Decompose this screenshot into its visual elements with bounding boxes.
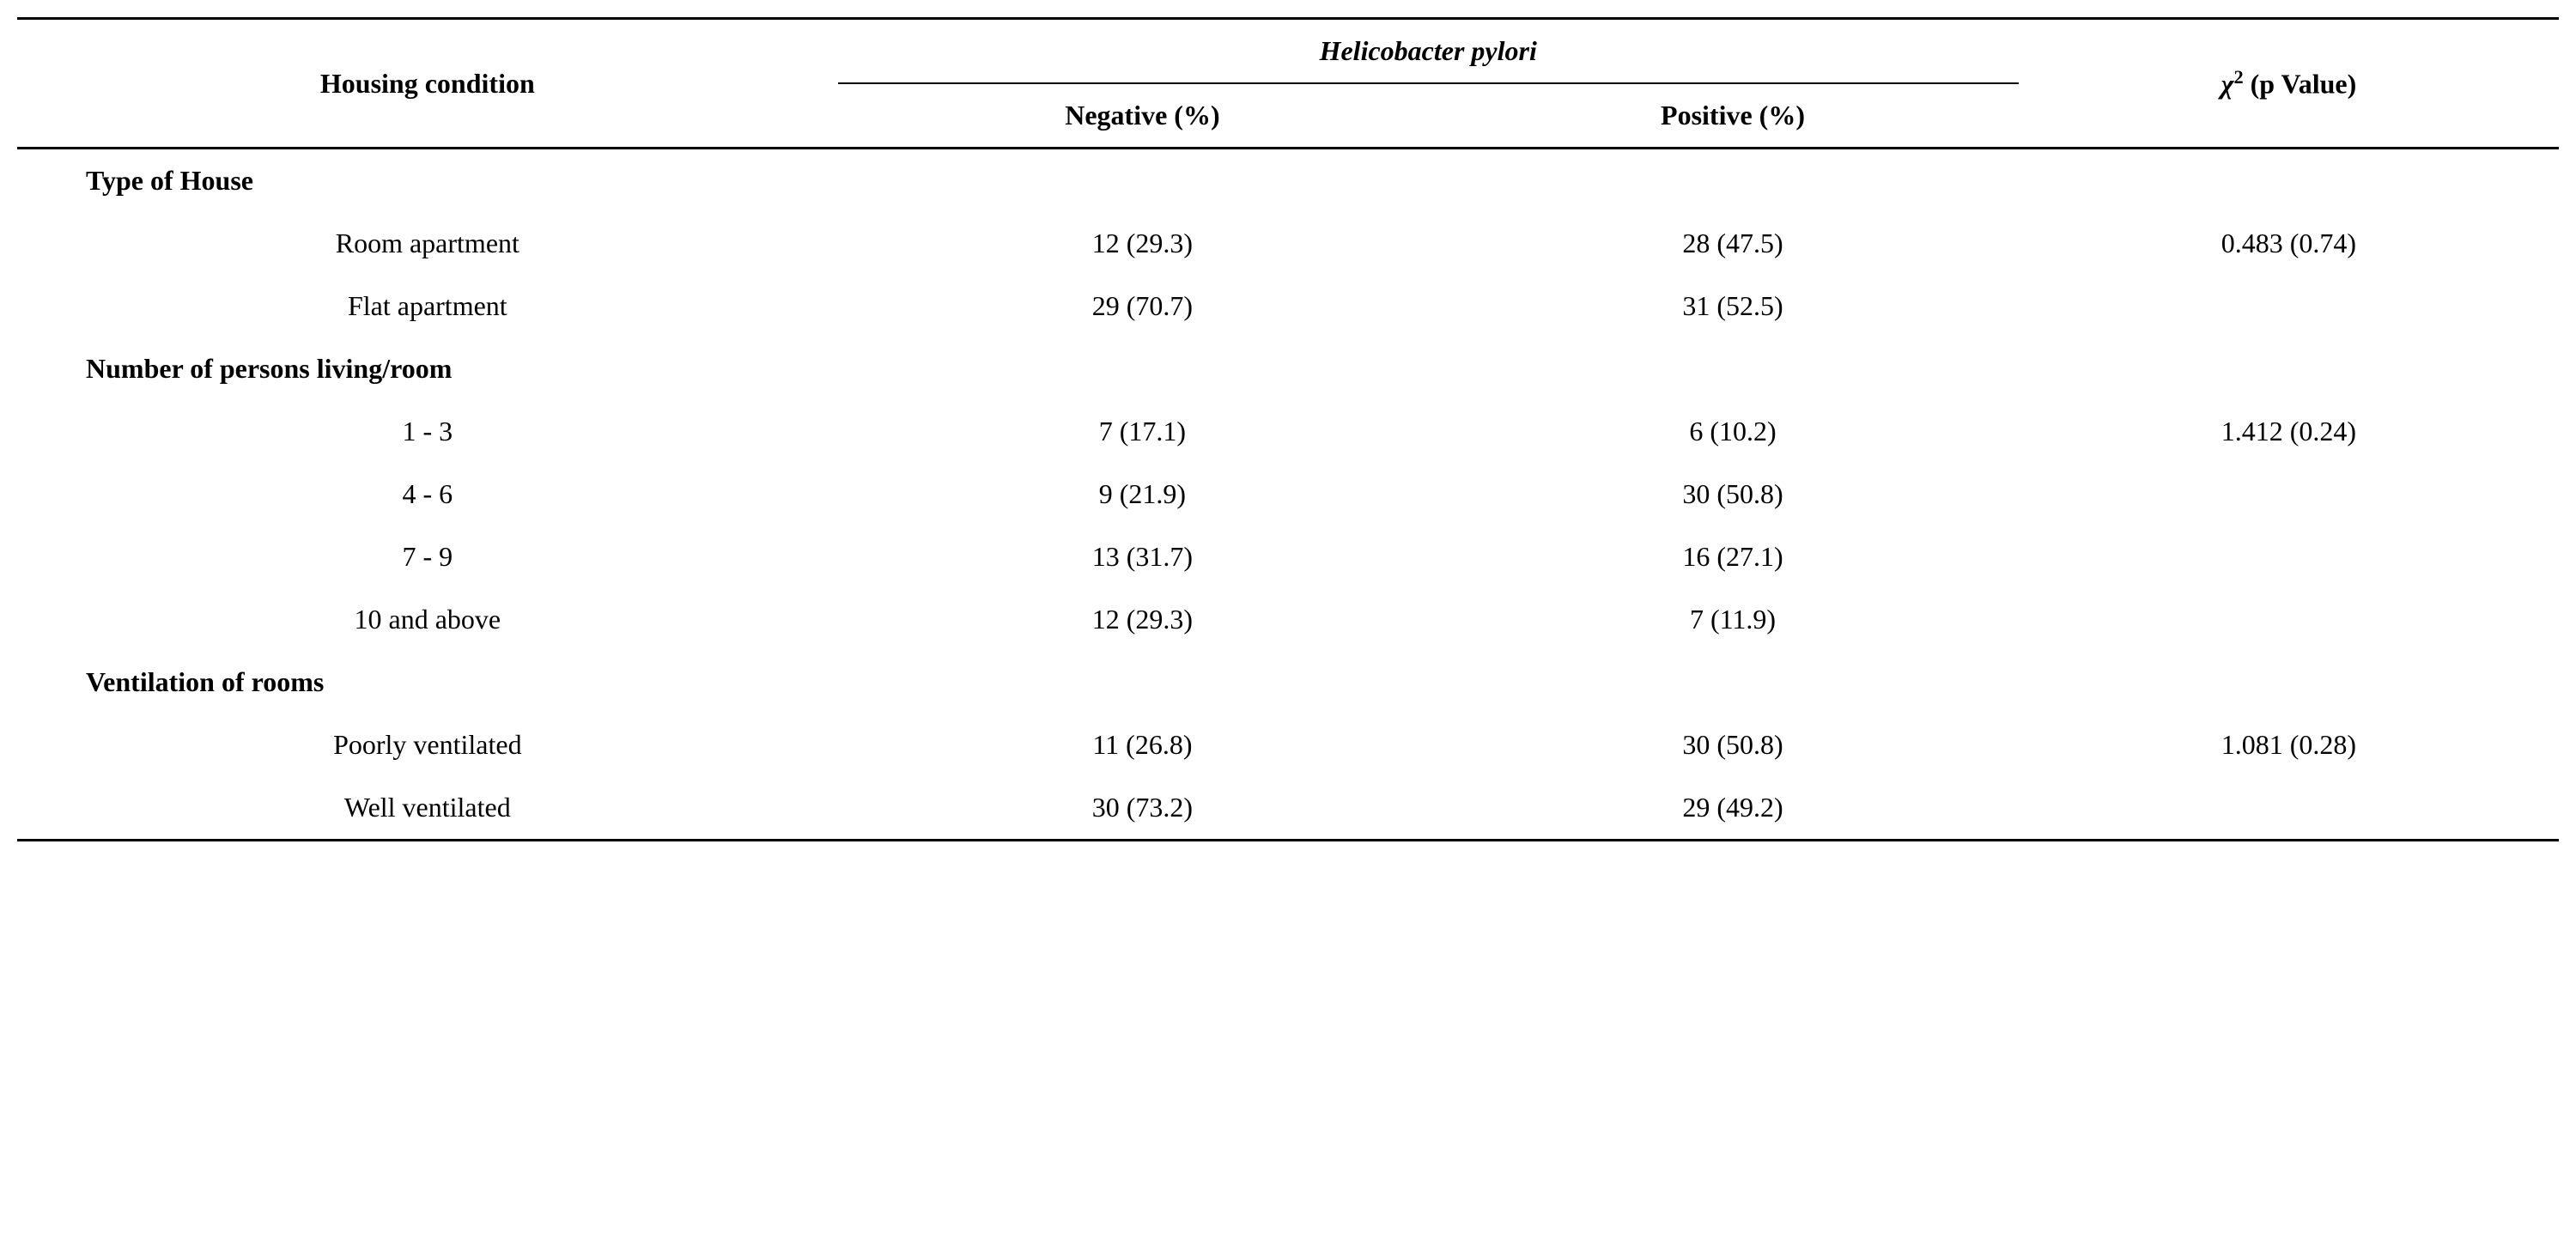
row-label: Room apartment <box>17 212 838 275</box>
section-title: Number of persons living/room <box>17 337 2559 400</box>
cell-chi: 0.483 (0.74) <box>2019 212 2559 275</box>
cell-chi: 1.081 (0.28) <box>2019 714 2559 776</box>
section-header-row: Ventilation of rooms <box>17 651 2559 714</box>
cell-negative: 13 (31.7) <box>838 525 1448 588</box>
cell-chi: 1.412 (0.24) <box>2019 400 2559 463</box>
table-row: 1 - 37 (17.1)6 (10.2)1.412 (0.24) <box>17 400 2559 463</box>
cell-chi <box>2019 463 2559 525</box>
cell-negative: 7 (17.1) <box>838 400 1448 463</box>
row-label: Well ventilated <box>17 776 838 841</box>
col-header-housing: Housing condition <box>17 19 838 149</box>
cell-negative: 9 (21.9) <box>838 463 1448 525</box>
col-header-span: Helicobacter pylori <box>838 19 2019 84</box>
header-row-1: Housing condition Helicobacter pylori χ2… <box>17 19 2559 84</box>
row-label: 7 - 9 <box>17 525 838 588</box>
cell-negative: 11 (26.8) <box>838 714 1448 776</box>
cell-chi <box>2019 776 2559 841</box>
table-row: Room apartment12 (29.3)28 (47.5)0.483 (0… <box>17 212 2559 275</box>
section-title: Type of House <box>17 149 2559 213</box>
row-label: Flat apartment <box>17 275 838 337</box>
section-header-row: Type of House <box>17 149 2559 213</box>
table-row: 10 and above12 (29.3)7 (11.9) <box>17 588 2559 651</box>
cell-positive: 31 (52.5) <box>1447 275 2019 337</box>
col-header-chi: χ2 (p Value) <box>2019 19 2559 149</box>
table-row: Well ventilated30 (73.2)29 (49.2) <box>17 776 2559 841</box>
table-row: Poorly ventilated11 (26.8)30 (50.8)1.081… <box>17 714 2559 776</box>
cell-negative: 29 (70.7) <box>838 275 1448 337</box>
cell-positive: 29 (49.2) <box>1447 776 2019 841</box>
table-row: Flat apartment29 (70.7)31 (52.5) <box>17 275 2559 337</box>
cell-chi <box>2019 588 2559 651</box>
section-title: Ventilation of rooms <box>17 651 2559 714</box>
cell-positive: 30 (50.8) <box>1447 463 2019 525</box>
cell-positive: 6 (10.2) <box>1447 400 2019 463</box>
row-label: 10 and above <box>17 588 838 651</box>
chi-suffix: (p Value) <box>2244 69 2357 100</box>
cell-negative: 30 (73.2) <box>838 776 1448 841</box>
table-body: Type of HouseRoom apartment12 (29.3)28 (… <box>17 149 2559 841</box>
cell-negative: 12 (29.3) <box>838 212 1448 275</box>
row-label: 1 - 3 <box>17 400 838 463</box>
chi-sup: 2 <box>2233 66 2243 88</box>
cell-negative: 12 (29.3) <box>838 588 1448 651</box>
col-header-negative: Negative (%) <box>838 83 1448 149</box>
cell-positive: 28 (47.5) <box>1447 212 2019 275</box>
cell-positive: 16 (27.1) <box>1447 525 2019 588</box>
cell-chi <box>2019 525 2559 588</box>
row-label: Poorly ventilated <box>17 714 838 776</box>
row-label: 4 - 6 <box>17 463 838 525</box>
cell-positive: 7 (11.9) <box>1447 588 2019 651</box>
cell-positive: 30 (50.8) <box>1447 714 2019 776</box>
section-header-row: Number of persons living/room <box>17 337 2559 400</box>
col-header-positive: Positive (%) <box>1447 83 2019 149</box>
table-header: Housing condition Helicobacter pylori χ2… <box>17 19 2559 149</box>
table-row: 7 - 913 (31.7)16 (27.1) <box>17 525 2559 588</box>
cell-chi <box>2019 275 2559 337</box>
statistics-table: Housing condition Helicobacter pylori χ2… <box>17 17 2559 841</box>
chi-symbol: χ <box>2221 69 2234 100</box>
table-row: 4 - 69 (21.9)30 (50.8) <box>17 463 2559 525</box>
